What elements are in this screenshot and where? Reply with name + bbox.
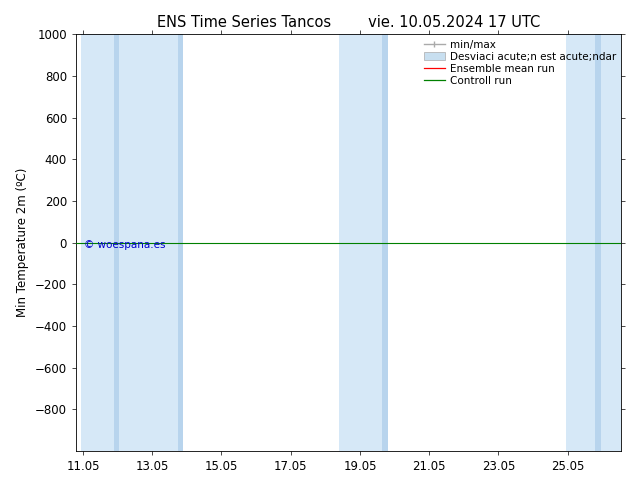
Bar bbox=[81, 34, 119, 451]
Bar bbox=[595, 34, 600, 451]
Bar bbox=[566, 34, 621, 451]
Legend: min/max, Desviaci acute;n est acute;ndar, Ensemble mean run, Controll run: min/max, Desviaci acute;n est acute;ndar… bbox=[422, 37, 618, 88]
Bar bbox=[339, 34, 387, 451]
Text: © woespana.es: © woespana.es bbox=[84, 240, 165, 249]
Y-axis label: Min Temperature 2m (ºC): Min Temperature 2m (ºC) bbox=[16, 168, 29, 317]
Bar bbox=[119, 34, 183, 451]
Bar bbox=[382, 34, 387, 451]
Bar bbox=[178, 34, 183, 451]
Title: ENS Time Series Tancos        vie. 10.05.2024 17 UTC: ENS Time Series Tancos vie. 10.05.2024 1… bbox=[157, 15, 540, 30]
Bar bbox=[114, 34, 119, 451]
